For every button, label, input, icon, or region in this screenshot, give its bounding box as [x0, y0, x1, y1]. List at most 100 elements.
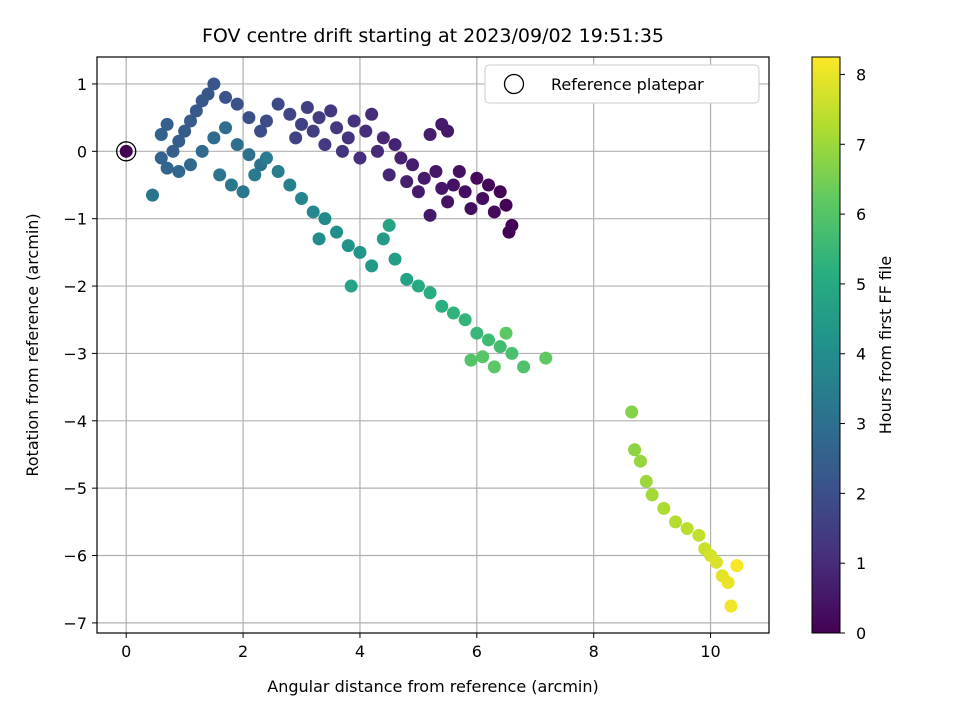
data-point	[213, 168, 227, 182]
data-point	[335, 144, 349, 158]
data-point	[353, 151, 367, 165]
data-point	[347, 114, 361, 128]
legend: Reference platepar	[484, 64, 760, 104]
y-tick-label: −5	[63, 479, 87, 498]
data-point	[539, 351, 553, 365]
colorbar-tick-label: 1	[856, 554, 866, 573]
data-point	[154, 151, 168, 165]
data-point	[470, 326, 484, 340]
plot-area-frame	[96, 56, 770, 634]
data-point	[312, 232, 326, 246]
data-point	[370, 144, 384, 158]
data-point	[318, 138, 332, 152]
y-tick-label: −2	[63, 277, 87, 296]
colorbar-tick-label: 2	[856, 484, 866, 503]
data-point	[365, 259, 379, 273]
y-axis-ticks: 1 0 −1 −2 −3 −4 −5 −6 −7	[63, 75, 97, 633]
data-point	[502, 225, 516, 239]
data-point	[283, 107, 297, 121]
data-point	[230, 97, 244, 111]
data-point	[724, 599, 738, 613]
data-point	[160, 161, 174, 175]
colorbar-gradient	[811, 56, 841, 634]
data-point	[493, 185, 507, 199]
data-point	[429, 165, 443, 179]
grid	[97, 57, 769, 633]
data-point	[423, 127, 437, 141]
y-tick-label: −4	[63, 412, 87, 431]
data-point	[692, 528, 706, 542]
data-point	[119, 144, 133, 158]
colorbar-tick-label: 4	[856, 345, 866, 364]
colorbar-tick-label: 5	[856, 275, 866, 294]
data-point	[482, 333, 496, 347]
data-point	[207, 77, 221, 91]
data-point	[730, 559, 744, 573]
reference-marker	[116, 141, 137, 162]
data-point	[435, 299, 449, 313]
data-point	[178, 124, 192, 138]
data-point	[411, 279, 425, 293]
data-point	[365, 107, 379, 121]
data-point	[423, 208, 437, 222]
data-point	[417, 171, 431, 185]
data-point	[487, 360, 501, 374]
data-point	[382, 168, 396, 182]
y-tick-label: −1	[63, 210, 87, 229]
y-axis-label: Rotation from reference (arcmin)	[23, 213, 42, 476]
data-point	[633, 454, 647, 468]
data-point	[172, 165, 186, 179]
colorbar-tick-label: 8	[856, 65, 866, 84]
data-point	[295, 117, 309, 131]
data-point	[493, 340, 507, 354]
data-point	[505, 346, 519, 360]
data-point	[458, 185, 472, 199]
data-point	[452, 165, 466, 179]
data-point	[441, 195, 455, 209]
data-point	[160, 117, 174, 131]
data-point	[306, 124, 320, 138]
data-point	[183, 158, 197, 172]
colorbar-tick-label: 6	[856, 205, 866, 224]
colorbar-ticks: 0 1 2 3 4 5 6 7 8	[840, 65, 866, 643]
data-point	[382, 218, 396, 232]
data-point	[172, 134, 186, 148]
data-point	[330, 121, 344, 135]
data-point	[411, 185, 425, 199]
data-point	[470, 171, 484, 185]
data-point	[236, 185, 250, 199]
data-point	[499, 326, 513, 340]
y-tick-label: −3	[63, 344, 87, 363]
legend-entry-label: Reference platepar	[551, 75, 704, 94]
data-point	[224, 178, 238, 192]
data-point	[289, 131, 303, 145]
data-point	[400, 272, 414, 286]
y-tick-label: −6	[63, 547, 87, 566]
colorbar-label: Hours from first FF file	[876, 256, 895, 435]
colorbar-tick-label: 7	[856, 135, 866, 154]
data-point	[166, 144, 180, 158]
data-point	[476, 191, 490, 205]
data-point	[312, 111, 326, 125]
data-point	[283, 178, 297, 192]
data-point	[680, 522, 694, 536]
data-point	[625, 405, 639, 419]
data-point	[300, 101, 314, 115]
x-tick-label: 10	[700, 642, 720, 661]
data-point	[628, 443, 642, 457]
data-point	[476, 350, 490, 364]
data-point	[295, 191, 309, 205]
data-point	[353, 245, 367, 259]
data-points	[119, 77, 744, 613]
data-point	[242, 148, 256, 162]
data-point	[242, 111, 256, 125]
data-point	[259, 114, 273, 128]
data-point	[499, 198, 513, 212]
data-point	[154, 127, 168, 141]
data-point	[324, 104, 338, 118]
data-point	[195, 94, 209, 108]
data-point	[446, 178, 460, 192]
data-point	[435, 181, 449, 195]
colorbar: 0 1 2 3 4 5 6 7 8 Hours from first FF file	[811, 56, 895, 643]
